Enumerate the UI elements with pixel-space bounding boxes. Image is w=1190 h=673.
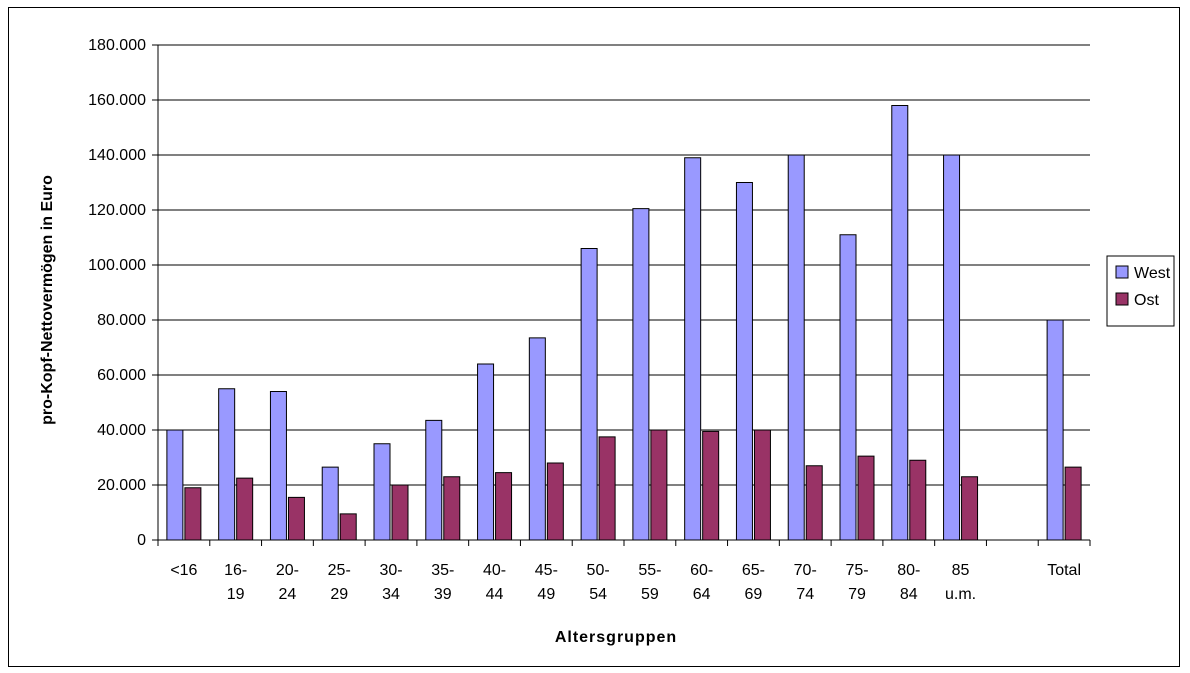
y-tick-label: 20.000	[97, 477, 146, 494]
bar-west	[943, 154, 961, 541]
bar-ost	[546, 462, 564, 541]
x-tick-label: 40-	[483, 562, 506, 579]
x-tick-label: 70-	[794, 562, 817, 579]
bar-west	[787, 154, 805, 541]
bar-west	[218, 388, 236, 541]
bar-ost	[805, 465, 823, 541]
x-tick-label: 45-	[535, 562, 558, 579]
x-tick-label: 39	[434, 586, 452, 603]
x-tick-label: 69	[745, 586, 763, 603]
x-tick-label: 59	[641, 586, 659, 603]
bar-ost	[598, 436, 616, 541]
bar-west	[735, 182, 753, 541]
bar-ost	[702, 430, 720, 541]
x-tick-label: 79	[848, 586, 866, 603]
bar-west	[269, 391, 287, 541]
x-tick-label: 29	[330, 586, 348, 603]
x-tick-label: 65-	[742, 562, 765, 579]
x-tick-label: 85	[952, 562, 970, 579]
legend-label-ost: Ost	[1134, 292, 1159, 309]
y-tick-label: 40.000	[97, 422, 146, 439]
bars	[166, 105, 1082, 541]
bar-ost	[650, 429, 668, 541]
bar-west	[891, 105, 909, 541]
bar-ost	[961, 476, 979, 541]
x-tick-label: 54	[589, 586, 607, 603]
x-axis-title: Altersgruppen	[555, 629, 677, 646]
legend-label-west: West	[1134, 265, 1171, 282]
bar-west	[373, 443, 391, 541]
bar-ost	[753, 429, 771, 541]
legend-swatch-ost	[1115, 292, 1129, 306]
bar-ost	[909, 459, 927, 541]
bar-west	[1046, 319, 1064, 541]
x-tick-label: 30-	[379, 562, 402, 579]
gridlines	[158, 44, 1090, 486]
x-tick-label: 24	[279, 586, 297, 603]
bar-ost	[184, 487, 202, 541]
bar-ost	[857, 455, 875, 541]
x-tick-label: 19	[227, 586, 245, 603]
bar-ost	[1064, 466, 1082, 541]
bar-west	[684, 157, 702, 541]
x-tick-label: 74	[796, 586, 814, 603]
bar-ost	[391, 484, 409, 541]
y-tick-label: 180.000	[88, 37, 146, 54]
y-tick-label: 100.000	[88, 257, 146, 274]
legend-swatch-west	[1115, 265, 1129, 279]
y-tick-label: 0	[137, 532, 146, 549]
x-tick-label: 50-	[587, 562, 610, 579]
y-tick-label: 120.000	[88, 202, 146, 219]
bar-ost	[287, 496, 305, 541]
y-axis-title: pro-Kopf-Nettovermögen in Euro	[39, 175, 56, 425]
bar-ost	[339, 513, 357, 541]
x-tick-label: 34	[382, 586, 400, 603]
bar-west	[580, 248, 598, 541]
legend: West Ost	[1106, 255, 1175, 327]
x-tick-label: 16-	[224, 562, 247, 579]
x-tick-label: 60-	[690, 562, 713, 579]
y-tick-label: 140.000	[88, 147, 146, 164]
bar-ost	[443, 476, 461, 541]
x-tick-label: 64	[693, 586, 711, 603]
bar-west	[839, 234, 857, 541]
bar-west	[425, 419, 443, 541]
x-tick-label: 44	[486, 586, 504, 603]
x-tick-label: 20-	[276, 562, 299, 579]
bar-west	[632, 208, 650, 541]
x-tick-label: 75-	[845, 562, 868, 579]
bar-west	[321, 466, 339, 541]
x-tick-label: 25-	[328, 562, 351, 579]
bar-ost	[236, 477, 254, 541]
bar-west	[166, 429, 184, 541]
x-tick-label: <16	[170, 562, 197, 579]
x-tick-label: 49	[537, 586, 555, 603]
bar-west	[528, 337, 546, 541]
y-tick-label: 60.000	[97, 367, 146, 384]
x-tick-label: 84	[900, 586, 918, 603]
x-tick-label: 80-	[897, 562, 920, 579]
y-tick-labels: 0 20.000 40.000 60.000 80.000 100.000 120.000 1…	[88, 37, 158, 549]
x-tick-label: u.m.	[945, 586, 976, 603]
y-tick-label: 80.000	[97, 312, 146, 329]
bar-ost	[495, 472, 513, 541]
x-tick-label: 35-	[431, 562, 454, 579]
x-tick-labels: <16 16- 19 20- 24 25- 29 30- 34 35- 39 40- 44 45- 49 50…	[157, 540, 1091, 603]
y-tick-label: 160.000	[88, 92, 146, 109]
bar-west	[477, 363, 495, 541]
x-tick-label: Total	[1047, 562, 1081, 579]
x-tick-label: 55-	[638, 562, 661, 579]
